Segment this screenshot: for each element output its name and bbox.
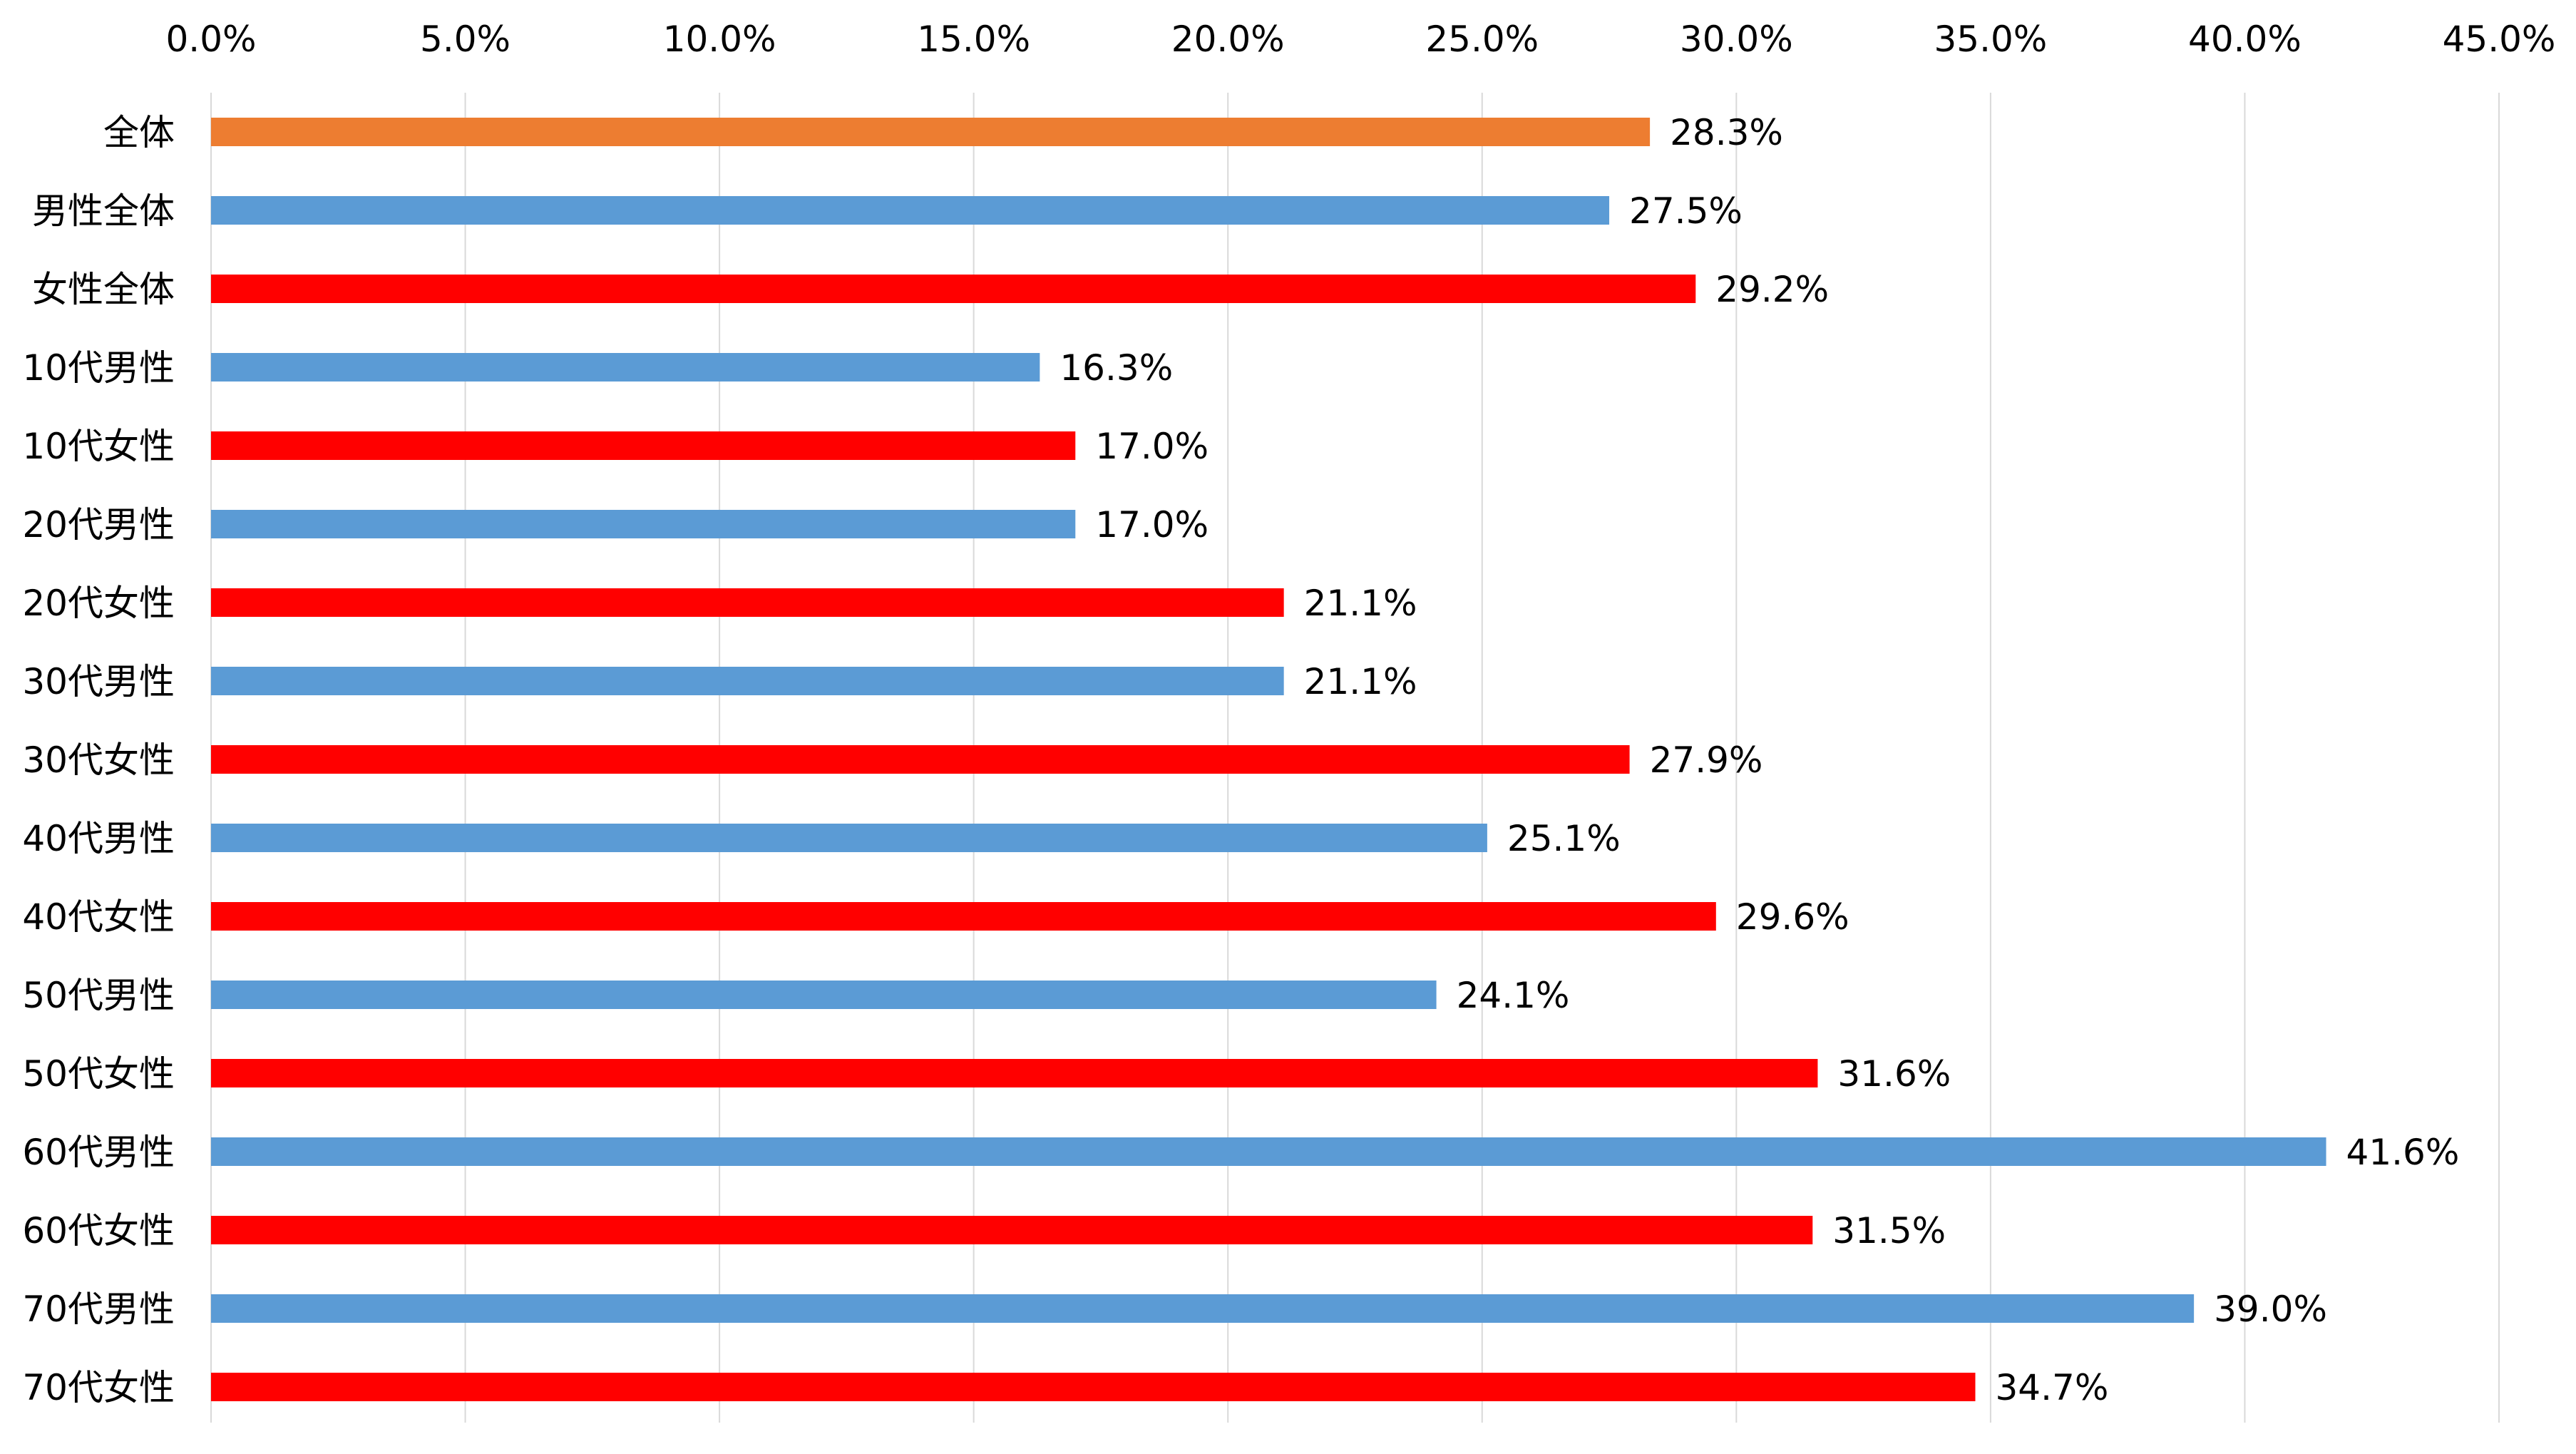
data-label: 21.1% [1304, 661, 1417, 702]
data-label: 34.7% [1995, 1367, 2108, 1408]
x-tick-label: 15.0% [917, 19, 1030, 60]
data-label: 25.1% [1507, 818, 1621, 859]
bar [211, 667, 1284, 695]
category-label: 40代男性 [22, 818, 175, 859]
data-labels: 28.3% 27.5% 29.2% 16.3% 17.0% 17.0% 21.1% 21.1%… [1059, 112, 2459, 1408]
bars [211, 118, 2326, 1401]
category-label: 60代女性 [22, 1210, 175, 1251]
bar [211, 510, 1076, 538]
bar [211, 275, 1696, 303]
category-label: 20代女性 [22, 583, 175, 624]
x-tick-label: 25.0% [1425, 19, 1539, 60]
category-label: 30代女性 [22, 739, 175, 781]
data-label: 39.0% [2214, 1289, 2327, 1330]
bar [211, 745, 1630, 774]
data-label: 17.0% [1095, 426, 1209, 467]
x-tick-label: 10.0% [663, 19, 776, 60]
category-label: 10代男性 [22, 347, 175, 389]
category-label: 30代男性 [22, 661, 175, 702]
bar [211, 1294, 2195, 1323]
data-label: 16.3% [1059, 347, 1173, 389]
category-label: 20代男性 [22, 504, 175, 546]
bar [211, 588, 1284, 617]
bar [211, 902, 1716, 931]
data-label: 41.6% [2346, 1132, 2460, 1173]
x-axis-ticks: 0.0% 5.0% 10.0% 15.0% 20.0% 25.0% 30.0% 35.0% 40… [165, 19, 2555, 60]
category-label: 60代男性 [22, 1132, 175, 1173]
category-label: 50代女性 [22, 1053, 175, 1095]
x-tick-label: 40.0% [2188, 19, 2302, 60]
category-label: 70代女性 [22, 1367, 175, 1408]
data-label: 28.3% [1670, 112, 1783, 153]
bar [211, 196, 1610, 225]
data-label: 29.2% [1715, 269, 1829, 310]
category-label: 女性全体 [32, 269, 175, 310]
category-label: 男性全体 [32, 190, 175, 232]
x-tick-label: 20.0% [1171, 19, 1285, 60]
bar [211, 1059, 1818, 1087]
data-label: 31.6% [1837, 1053, 1951, 1095]
bar [211, 353, 1040, 382]
data-label: 31.5% [1832, 1210, 1946, 1251]
bar [211, 118, 1651, 146]
bar [211, 981, 1437, 1009]
x-tick-label: 45.0% [2443, 19, 2556, 60]
category-label: 全体 [103, 112, 175, 153]
x-tick-label: 0.0% [165, 19, 256, 60]
category-label: 10代女性 [22, 426, 175, 467]
bar [211, 1137, 2326, 1166]
bar [211, 824, 1487, 852]
x-tick-label: 5.0% [420, 19, 510, 60]
data-label: 21.1% [1304, 583, 1417, 624]
category-label: 50代男性 [22, 975, 175, 1016]
data-label: 29.6% [1736, 896, 1849, 938]
x-tick-label: 30.0% [1680, 19, 1793, 60]
bar [211, 431, 1076, 460]
category-label: 70代男性 [22, 1289, 175, 1330]
bar [211, 1373, 1976, 1401]
data-label: 27.9% [1650, 739, 1763, 781]
data-label: 24.1% [1457, 975, 1570, 1016]
data-label: 17.0% [1095, 504, 1209, 546]
bar [211, 1216, 1813, 1244]
category-label: 40代女性 [22, 896, 175, 938]
data-label: 27.5% [1629, 190, 1743, 232]
x-tick-label: 35.0% [1934, 19, 2047, 60]
